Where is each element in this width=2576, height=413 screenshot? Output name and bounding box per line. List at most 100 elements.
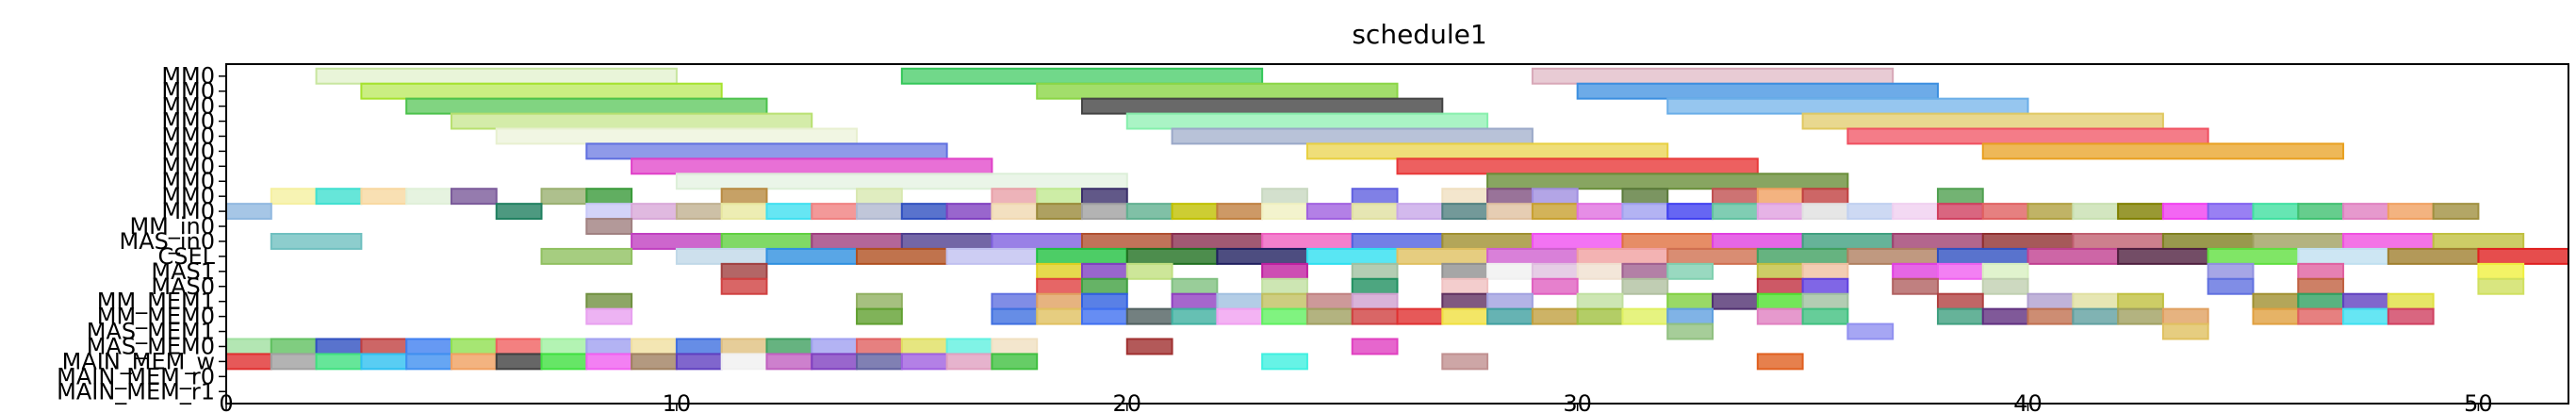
task-bar — [1441, 292, 1489, 310]
task-bar — [1171, 292, 1219, 310]
task-bar — [495, 353, 543, 371]
task-bar — [1036, 292, 1083, 310]
task-bar — [720, 233, 813, 250]
task-bar — [2297, 247, 2389, 265]
task-bar — [1351, 233, 1444, 250]
task-bar — [1261, 188, 1308, 206]
task-bar — [1892, 233, 1984, 250]
task-bar — [1531, 307, 1579, 325]
task-bar — [1080, 233, 1173, 250]
task-bar — [1892, 203, 1939, 221]
task-bar — [1396, 203, 1444, 221]
task-bar — [1621, 188, 1669, 206]
task-bar — [1080, 203, 1128, 221]
task-bar — [1936, 307, 1984, 325]
task-bar — [900, 67, 1264, 85]
task-bar — [2297, 277, 2345, 295]
task-bar — [2207, 262, 2255, 280]
task-bar — [945, 247, 1039, 265]
task-bar — [225, 203, 272, 221]
task-bar — [1756, 203, 1804, 221]
task-bar — [1801, 203, 1849, 221]
task-bar — [811, 203, 859, 221]
task-bar — [1936, 262, 1984, 280]
task-bar — [1080, 292, 1128, 310]
task-bar — [675, 203, 723, 221]
task-bar — [1486, 173, 1849, 190]
task-bar — [1801, 277, 1849, 295]
task-bar — [991, 307, 1039, 325]
task-bar — [1486, 307, 1534, 325]
task-bar — [1261, 353, 1308, 371]
task-bar — [675, 353, 723, 371]
task-bar — [675, 247, 768, 265]
task-bar — [1305, 292, 1354, 310]
task-bar — [1666, 322, 1715, 340]
task-bar — [1080, 97, 1444, 115]
task-bar — [1441, 203, 1489, 221]
x-tick-label: 0 — [219, 390, 233, 413]
task-bar — [1261, 292, 1308, 310]
task-bar — [631, 353, 678, 371]
y-tick-label: MM0 — [161, 78, 215, 105]
task-bar — [1486, 262, 1534, 280]
task-bar — [1305, 247, 1399, 265]
task-bar — [2207, 277, 2255, 295]
task-bar — [2207, 203, 2255, 221]
task-bar — [1531, 188, 1579, 206]
task-bar — [540, 247, 633, 265]
task-bar — [2026, 203, 2075, 221]
task-bar — [1846, 127, 2209, 145]
task-bar — [1936, 247, 2029, 265]
y-tick-label: MM0 — [161, 168, 215, 194]
task-bar — [2387, 292, 2435, 310]
task-bar — [2207, 247, 2300, 265]
task-bar — [585, 353, 633, 371]
task-bar — [1441, 233, 1534, 250]
task-bar — [1441, 353, 1489, 371]
task-bar — [2387, 203, 2435, 221]
task-bar — [1351, 203, 1399, 221]
task-bar — [945, 338, 993, 355]
task-bar — [585, 142, 948, 160]
task-bar — [1486, 203, 1534, 221]
task-bar — [811, 233, 903, 250]
task-bar — [1981, 277, 2029, 295]
task-bar — [856, 338, 903, 355]
task-bar — [1036, 188, 1083, 206]
task-bar — [720, 338, 768, 355]
task-bar — [2117, 247, 2209, 265]
y-tick-label: MM_MEM1 — [97, 289, 215, 315]
task-bar — [1756, 307, 1804, 325]
task-bar — [1305, 142, 1669, 160]
task-bar — [1981, 203, 2029, 221]
task-bar — [1666, 307, 1715, 325]
y-tick-label: CSEL — [157, 243, 215, 270]
y-tick-label: MM0 — [161, 63, 215, 90]
task-bar — [900, 338, 948, 355]
task-bar — [675, 173, 1128, 190]
task-bar — [1036, 203, 1083, 221]
task-bar — [1981, 262, 2029, 280]
task-bar — [1036, 307, 1083, 325]
task-bar — [1305, 307, 1354, 325]
task-bar — [1801, 188, 1849, 206]
task-bar — [1621, 307, 1669, 325]
y-tick-label: MM_MEM0 — [97, 304, 215, 330]
task-bar — [720, 262, 768, 280]
task-bar — [991, 292, 1039, 310]
task-bar — [1261, 233, 1354, 250]
task-bar — [2432, 233, 2525, 250]
task-bar — [1261, 203, 1308, 221]
task-bar — [856, 307, 903, 325]
task-bar — [2117, 307, 2164, 325]
chart-title: schedule1 — [1352, 19, 1486, 50]
task-bar — [450, 188, 498, 206]
task-bar — [495, 338, 543, 355]
task-bar — [991, 338, 1039, 355]
task-bar — [900, 203, 948, 221]
task-bar — [1216, 307, 1264, 325]
task-bar — [1801, 292, 1849, 310]
task-bar — [495, 127, 859, 145]
task-bar — [1125, 338, 1173, 355]
